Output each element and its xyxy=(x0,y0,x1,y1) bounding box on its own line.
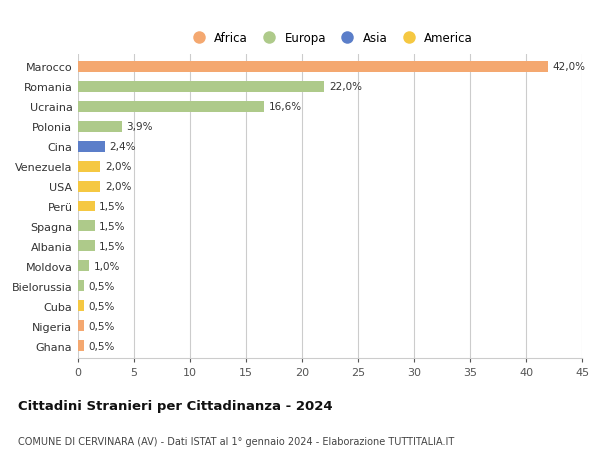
Bar xyxy=(78,261,89,272)
Text: 2,0%: 2,0% xyxy=(105,162,131,172)
Bar xyxy=(78,62,548,73)
Text: 1,5%: 1,5% xyxy=(99,241,126,252)
Text: 22,0%: 22,0% xyxy=(329,82,362,92)
Text: 1,5%: 1,5% xyxy=(99,222,126,231)
Text: 0,5%: 0,5% xyxy=(88,321,115,331)
Text: 0,5%: 0,5% xyxy=(88,281,115,291)
Text: 2,4%: 2,4% xyxy=(109,142,136,152)
Text: 16,6%: 16,6% xyxy=(268,102,302,112)
Text: Cittadini Stranieri per Cittadinanza - 2024: Cittadini Stranieri per Cittadinanza - 2… xyxy=(18,399,332,412)
Bar xyxy=(78,201,95,212)
Bar xyxy=(78,241,95,252)
Text: 0,5%: 0,5% xyxy=(88,341,115,351)
Text: 0,5%: 0,5% xyxy=(88,301,115,311)
Bar xyxy=(78,341,83,352)
Text: 3,9%: 3,9% xyxy=(126,122,152,132)
Bar xyxy=(78,141,105,152)
Bar xyxy=(78,101,264,112)
Text: 1,0%: 1,0% xyxy=(94,261,120,271)
Text: 2,0%: 2,0% xyxy=(105,182,131,191)
Bar xyxy=(78,161,100,172)
Bar xyxy=(78,301,83,312)
Bar xyxy=(78,82,325,92)
Text: COMUNE DI CERVINARA (AV) - Dati ISTAT al 1° gennaio 2024 - Elaborazione TUTTITAL: COMUNE DI CERVINARA (AV) - Dati ISTAT al… xyxy=(18,436,454,446)
Bar xyxy=(78,321,83,331)
Bar xyxy=(78,281,83,292)
Text: 42,0%: 42,0% xyxy=(553,62,586,72)
Bar xyxy=(78,181,100,192)
Bar xyxy=(78,121,122,132)
Legend: Africa, Europa, Asia, America: Africa, Europa, Asia, America xyxy=(182,28,478,50)
Bar xyxy=(78,221,95,232)
Text: 1,5%: 1,5% xyxy=(99,202,126,212)
